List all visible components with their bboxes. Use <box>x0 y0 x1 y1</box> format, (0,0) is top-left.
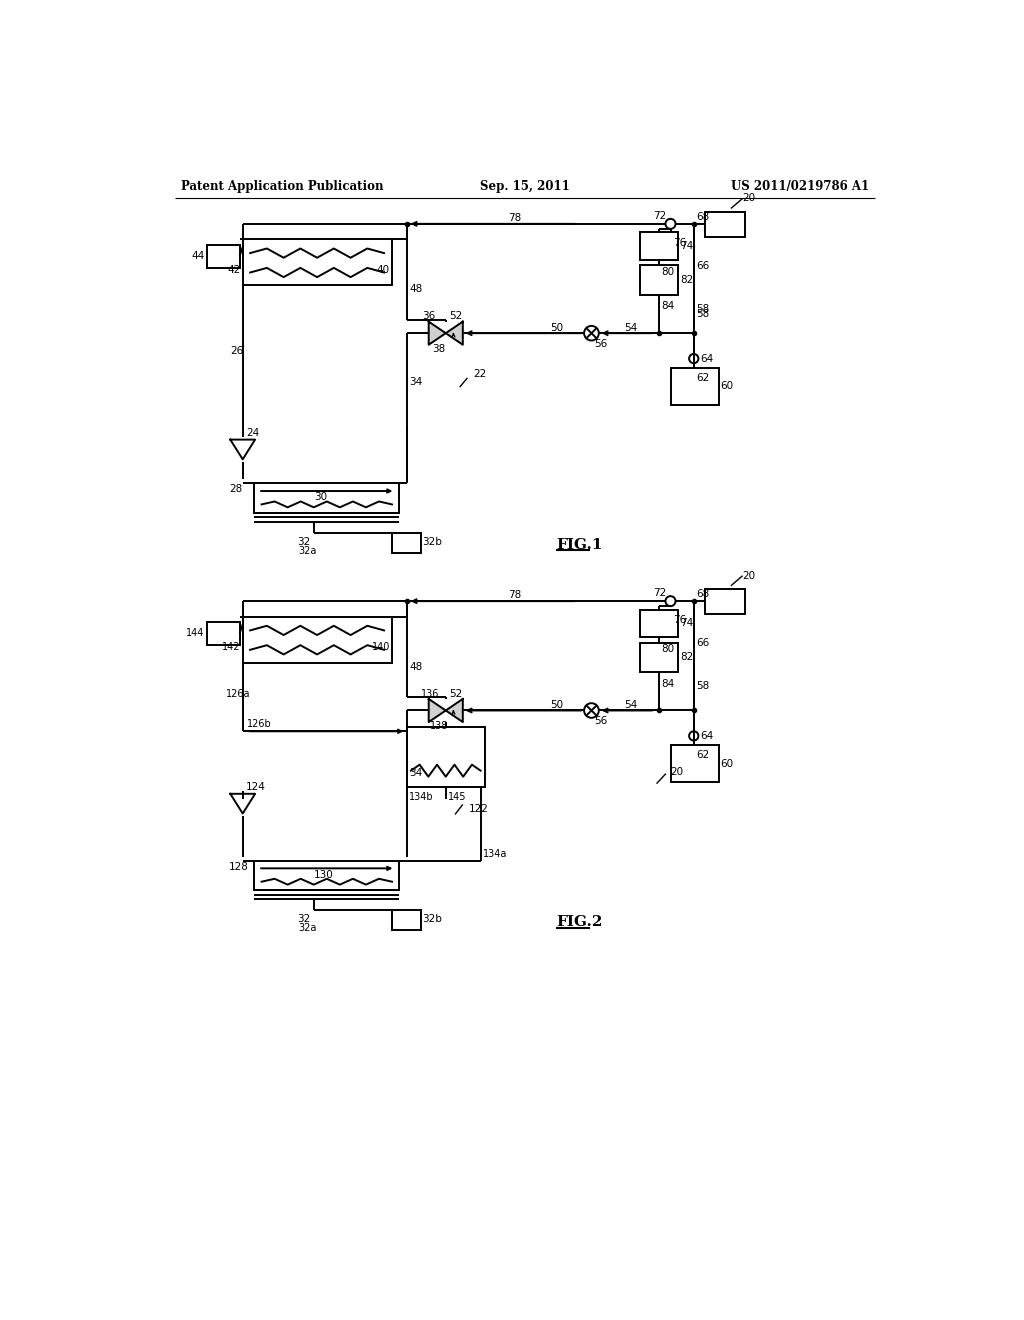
Text: 80: 80 <box>662 644 675 653</box>
Text: 60: 60 <box>720 759 733 768</box>
Text: 138: 138 <box>430 721 449 731</box>
Bar <box>705 589 744 614</box>
Text: 20: 20 <box>742 194 756 203</box>
Text: 60: 60 <box>720 381 733 391</box>
Text: 58: 58 <box>696 309 710 319</box>
Bar <box>671 744 719 781</box>
Bar <box>207 244 240 268</box>
Text: 48: 48 <box>410 284 423 294</box>
Text: 32b: 32b <box>423 915 442 924</box>
Text: 74: 74 <box>680 619 693 628</box>
Text: 64: 64 <box>700 354 713 363</box>
Text: 134a: 134a <box>483 850 507 859</box>
Text: FIG.2: FIG.2 <box>556 915 602 929</box>
Text: 58: 58 <box>696 304 710 314</box>
Text: 142: 142 <box>222 643 241 652</box>
Polygon shape <box>429 322 445 345</box>
Text: 136: 136 <box>421 689 439 698</box>
Text: 130: 130 <box>314 870 334 879</box>
Text: 52: 52 <box>450 689 463 698</box>
Text: 82: 82 <box>680 275 693 285</box>
Text: 144: 144 <box>186 628 205 639</box>
Text: 52: 52 <box>450 312 463 321</box>
Text: 76: 76 <box>673 238 686 248</box>
Text: 58: 58 <box>696 681 710 690</box>
Text: 32b: 32b <box>423 537 442 546</box>
Text: 22: 22 <box>473 370 486 379</box>
Text: 42: 42 <box>227 265 241 275</box>
Text: 68: 68 <box>696 213 710 222</box>
Text: 34: 34 <box>410 768 423 777</box>
Text: 56: 56 <box>594 339 607 348</box>
Text: 126b: 126b <box>247 718 271 729</box>
Text: 24: 24 <box>246 428 259 437</box>
Text: 64: 64 <box>700 731 713 741</box>
Text: 126a: 126a <box>225 689 250 698</box>
Text: 134b: 134b <box>409 792 433 801</box>
Text: 56: 56 <box>594 717 607 726</box>
Bar <box>640 232 678 260</box>
Text: 66: 66 <box>696 639 710 648</box>
Text: 72: 72 <box>653 589 667 598</box>
Text: 48: 48 <box>410 661 423 672</box>
Text: 140: 140 <box>372 643 390 652</box>
Text: 74: 74 <box>680 242 693 251</box>
Bar <box>391 909 421 929</box>
Text: 26: 26 <box>230 346 244 356</box>
Text: 122: 122 <box>469 804 488 814</box>
Text: 68: 68 <box>696 589 710 599</box>
Bar <box>640 643 678 672</box>
Bar <box>207 622 240 645</box>
Text: Patent Application Publication: Patent Application Publication <box>180 181 383 194</box>
Text: 50: 50 <box>550 700 563 710</box>
Text: 78: 78 <box>508 590 521 601</box>
Text: FIG.1: FIG.1 <box>556 539 602 552</box>
Text: 36: 36 <box>423 312 436 321</box>
Text: 78: 78 <box>508 213 521 223</box>
Text: 124: 124 <box>246 781 265 792</box>
Text: 66: 66 <box>696 261 710 271</box>
Text: 40: 40 <box>376 265 389 275</box>
Text: 62: 62 <box>696 750 710 760</box>
Text: 28: 28 <box>228 484 242 495</box>
Text: 32a: 32a <box>299 546 316 556</box>
Polygon shape <box>445 700 463 722</box>
Text: 76: 76 <box>673 615 686 626</box>
Text: 84: 84 <box>662 678 675 689</box>
Bar <box>254 861 399 890</box>
Text: 62: 62 <box>696 372 710 383</box>
Text: 38: 38 <box>432 343 445 354</box>
Text: 145: 145 <box>449 792 467 801</box>
Text: 54: 54 <box>624 700 637 710</box>
Bar <box>671 368 719 405</box>
Text: 20: 20 <box>671 767 684 777</box>
Text: 50: 50 <box>550 323 563 333</box>
Text: 44: 44 <box>191 251 205 261</box>
Text: 20: 20 <box>742 570 756 581</box>
Text: 32: 32 <box>297 537 310 546</box>
Bar <box>254 483 399 512</box>
Text: 82: 82 <box>680 652 693 663</box>
Text: US 2011/0219786 A1: US 2011/0219786 A1 <box>731 181 869 194</box>
Bar <box>705 211 744 238</box>
Bar <box>640 265 678 294</box>
Text: 32a: 32a <box>299 924 316 933</box>
Text: Sep. 15, 2011: Sep. 15, 2011 <box>480 181 569 194</box>
Bar <box>243 616 391 663</box>
Text: 72: 72 <box>653 211 667 222</box>
Text: 32: 32 <box>297 915 310 924</box>
Text: 84: 84 <box>662 301 675 312</box>
Text: 54: 54 <box>624 323 637 333</box>
Text: 34: 34 <box>410 376 423 387</box>
Polygon shape <box>429 700 445 722</box>
Bar <box>407 727 484 788</box>
Text: 128: 128 <box>228 862 249 871</box>
Text: 30: 30 <box>314 492 327 502</box>
Polygon shape <box>445 322 463 345</box>
Bar <box>391 533 421 553</box>
Text: 80: 80 <box>662 267 675 277</box>
Bar <box>243 239 391 285</box>
Bar <box>640 610 678 638</box>
